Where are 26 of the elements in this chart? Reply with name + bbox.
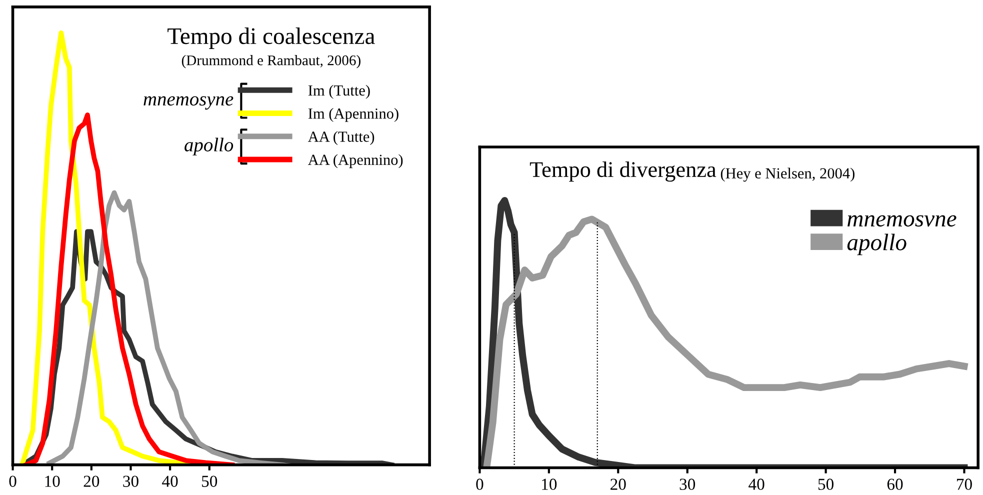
legend-label: AA (Tutte)	[308, 131, 374, 145]
legend-label: apollo	[847, 234, 906, 256]
chart-title: Tempo di divergenza	[530, 161, 716, 182]
legend-label: AA (Apennino)	[308, 154, 403, 168]
x-tick-label: 60	[887, 478, 903, 490]
legend-label: Im (Apennino)	[308, 108, 398, 122]
x-tick-label: 20	[84, 476, 100, 487]
chart-subtitle: (Hey e Nielsen, 2004)	[720, 168, 854, 182]
x-tick-label: 30	[123, 476, 138, 487]
text: (Drummond e Rambaut, 2006)	[182, 55, 360, 68]
x-tick-label: 0	[9, 476, 16, 487]
legend-label: Im (Tutte)	[308, 84, 370, 99]
chart-title: Tempo di coalescenza	[168, 28, 375, 49]
x-tick-label: 40	[748, 478, 764, 490]
x-tick-label: 0	[476, 478, 484, 490]
annotation: apollo	[184, 138, 234, 156]
x-tick-label: 50	[818, 478, 834, 490]
legend-label: mnemosvne	[848, 215, 956, 227]
x-tick-label: 20	[610, 478, 626, 490]
x-tick-label: 10	[45, 476, 60, 487]
x-tick-label: 30	[680, 478, 696, 490]
x-tick-label: 40	[162, 476, 178, 487]
annotation: mnemosyne	[144, 96, 234, 110]
x-tick-label: 70	[957, 478, 972, 490]
x-tick-label: 10	[542, 478, 557, 490]
x-tick-label: 50	[202, 476, 218, 487]
